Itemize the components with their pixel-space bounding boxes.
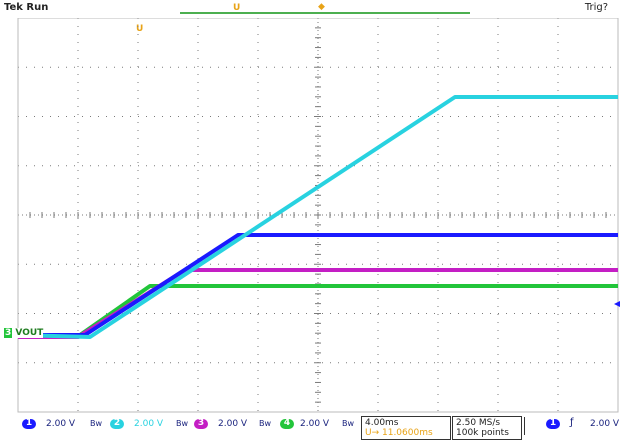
ch-vout-label: VOUT bbox=[15, 328, 44, 338]
trigger-point-icon: ◆ bbox=[318, 2, 325, 12]
ch2-number: 2 bbox=[113, 418, 121, 428]
trigger-position-marker[interactable]: U bbox=[233, 3, 241, 13]
ch4-number: 4 bbox=[283, 418, 291, 428]
sample-rate: 2.50 MS/s bbox=[456, 418, 501, 428]
header: Tek Run U ◆ Trig? bbox=[0, 0, 626, 18]
ch2-indicator[interactable] bbox=[110, 419, 124, 429]
ch3-number: 3 bbox=[197, 418, 205, 428]
trigger-status: Trig? bbox=[584, 2, 608, 13]
waveform-cursor-marker[interactable]: U bbox=[136, 24, 144, 34]
ch-ground-number: 3 bbox=[4, 328, 13, 338]
status-bar: 1 2.00 V Bw 2 2.00 V Bw 3 2.00 V Bw 4 2.… bbox=[0, 415, 626, 440]
ch4-coupling: Bw bbox=[342, 419, 355, 428]
ch3-indicator[interactable] bbox=[194, 419, 208, 429]
ch1-indicator[interactable] bbox=[22, 419, 36, 429]
acquisition-status: Tek Run bbox=[4, 2, 49, 13]
graticule-border bbox=[17, 18, 619, 413]
trigger-level[interactable]: 2.00 V bbox=[590, 419, 620, 429]
trigger-source-indicator[interactable] bbox=[546, 419, 560, 429]
trigger-source: 1 bbox=[549, 418, 557, 428]
ch4-indicator[interactable] bbox=[280, 419, 294, 429]
timebase-readout[interactable]: 4.00ms U→ 11.0600ms bbox=[361, 416, 451, 440]
ch1-coupling: Bw bbox=[90, 419, 103, 428]
ch3-scale[interactable]: 2.00 V bbox=[218, 419, 248, 429]
ch4-scale[interactable]: 2.00 V bbox=[300, 419, 330, 429]
trigger-position-value: U→ 11.0600ms bbox=[365, 428, 433, 438]
record-length: 100k points bbox=[456, 428, 509, 438]
timebase-value: 4.00ms bbox=[365, 418, 399, 428]
record-view-bar[interactable] bbox=[180, 12, 470, 14]
acquisition-readout[interactable]: 2.50 MS/s 100k points bbox=[452, 416, 522, 440]
ch2-coupling: Bw bbox=[176, 419, 189, 428]
trigger-divider bbox=[524, 417, 525, 435]
ch1-number: 1 bbox=[25, 418, 33, 428]
ch2-waveform bbox=[17, 95, 618, 339]
trigger-slope-icon: ƒ bbox=[570, 417, 574, 428]
ch2-scale[interactable]: 2.00 V bbox=[134, 419, 164, 429]
ch1-right-marker bbox=[614, 301, 620, 307]
scope-graticule-svg bbox=[17, 18, 620, 413]
ch3-coupling: Bw bbox=[259, 419, 272, 428]
ch1-scale[interactable]: 2.00 V bbox=[46, 419, 76, 429]
ch-ground-marker[interactable]: 3 VOUT bbox=[4, 328, 44, 338]
waveform-display[interactable] bbox=[0, 18, 626, 418]
